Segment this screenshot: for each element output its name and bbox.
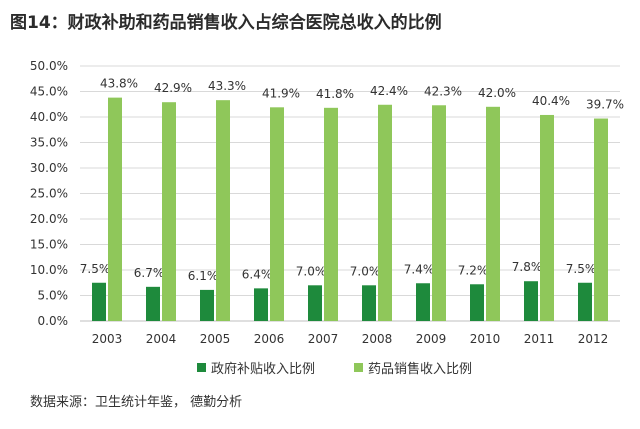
data-label-drug: 42.3%: [424, 84, 462, 98]
chart-title: 图14：财政补助和药品销售收入占综合医院总收入的比例: [10, 13, 442, 33]
x-tick-label: 2008: [362, 332, 393, 346]
data-label-drug: 41.9%: [262, 86, 300, 100]
x-tick-label: 2003: [92, 332, 123, 346]
data-label-subsidy: 7.0%: [350, 264, 381, 278]
bar-drug: [216, 100, 230, 321]
legend-item-drug: 药品销售收入比例: [354, 358, 472, 377]
x-tick-label: 2010: [470, 332, 501, 346]
y-tick-label: 0.0%: [38, 314, 69, 328]
bar-drug: [108, 97, 122, 321]
data-label-subsidy: 7.5%: [80, 262, 111, 276]
legend: 政府补贴收入比例 药品销售收入比例: [0, 358, 640, 378]
y-tick-label: 15.0%: [30, 238, 68, 252]
bar-subsidy: [146, 286, 160, 321]
data-label-drug: 39.7%: [586, 98, 624, 112]
y-tick-label: 20.0%: [30, 212, 68, 226]
data-label-subsidy: 7.4%: [404, 262, 435, 276]
data-label-drug: 43.3%: [208, 79, 246, 93]
bar-subsidy: [578, 282, 592, 321]
data-label-subsidy: 7.5%: [566, 262, 597, 276]
data-label-drug: 42.0%: [478, 86, 516, 100]
y-tick-label: 50.0%: [30, 59, 68, 73]
y-tick-label: 45.0%: [30, 85, 68, 99]
bar-drug: [432, 105, 446, 321]
bar-subsidy: [308, 285, 322, 321]
data-label-drug: 42.9%: [154, 81, 192, 95]
y-tick-label: 35.0%: [30, 136, 68, 150]
y-tick-label: 30.0%: [30, 161, 68, 175]
bar-subsidy: [362, 285, 376, 321]
legend-swatch-subsidy: [197, 363, 206, 372]
legend-item-subsidy: 政府补贴收入比例: [197, 358, 315, 377]
bar-drug: [594, 118, 608, 321]
data-label-subsidy: 6.1%: [188, 269, 219, 283]
data-label-subsidy: 7.0%: [296, 264, 327, 278]
y-tick-label: 25.0%: [30, 187, 68, 201]
bar-drug: [486, 106, 500, 321]
bar-drug: [324, 107, 338, 321]
x-tick-label: 2006: [254, 332, 285, 346]
x-tick-label: 2012: [578, 332, 609, 346]
y-tick-label: 10.0%: [30, 263, 68, 277]
data-label-drug: 43.8%: [100, 77, 138, 91]
bar-subsidy: [470, 284, 484, 321]
x-tick-label: 2005: [200, 332, 231, 346]
x-tick-label: 2009: [416, 332, 447, 346]
legend-label-drug: 药品销售收入比例: [368, 362, 473, 377]
bar-drug: [270, 107, 284, 321]
legend-swatch-drug: [354, 363, 363, 372]
bar-subsidy: [92, 282, 106, 321]
bar-chart: 0.0% 5.0% 10.0% 15.0% 20.0% 25.0% 30.0% 35.0% 40…: [30, 59, 624, 346]
data-label-subsidy: 6.7%: [134, 266, 165, 280]
bar-subsidy: [254, 288, 268, 321]
bar-drug: [162, 102, 176, 322]
data-label-drug: 42.4%: [370, 84, 408, 98]
legend-label-subsidy: 政府补贴收入比例: [211, 362, 316, 377]
data-label-subsidy: 6.4%: [242, 267, 273, 281]
source-note: 数据来源：卫生统计年鉴， 德勤分析: [30, 395, 243, 410]
bar-subsidy: [416, 283, 430, 321]
bar-drug: [540, 114, 554, 322]
data-label-drug: 41.8%: [316, 87, 354, 101]
x-tick-label: 2007: [308, 332, 339, 346]
data-label-subsidy: 7.2%: [458, 263, 489, 277]
y-tick-label: 40.0%: [30, 110, 68, 124]
y-tick-label: 5.0%: [38, 289, 69, 303]
bar-subsidy: [200, 289, 214, 321]
bar-drug: [378, 104, 392, 321]
data-label-subsidy: 7.8%: [512, 260, 543, 274]
bar-subsidy: [524, 281, 538, 321]
x-tick-label: 2004: [146, 332, 177, 346]
x-tick-label: 2011: [524, 332, 555, 346]
data-label-drug: 40.4%: [532, 94, 570, 108]
